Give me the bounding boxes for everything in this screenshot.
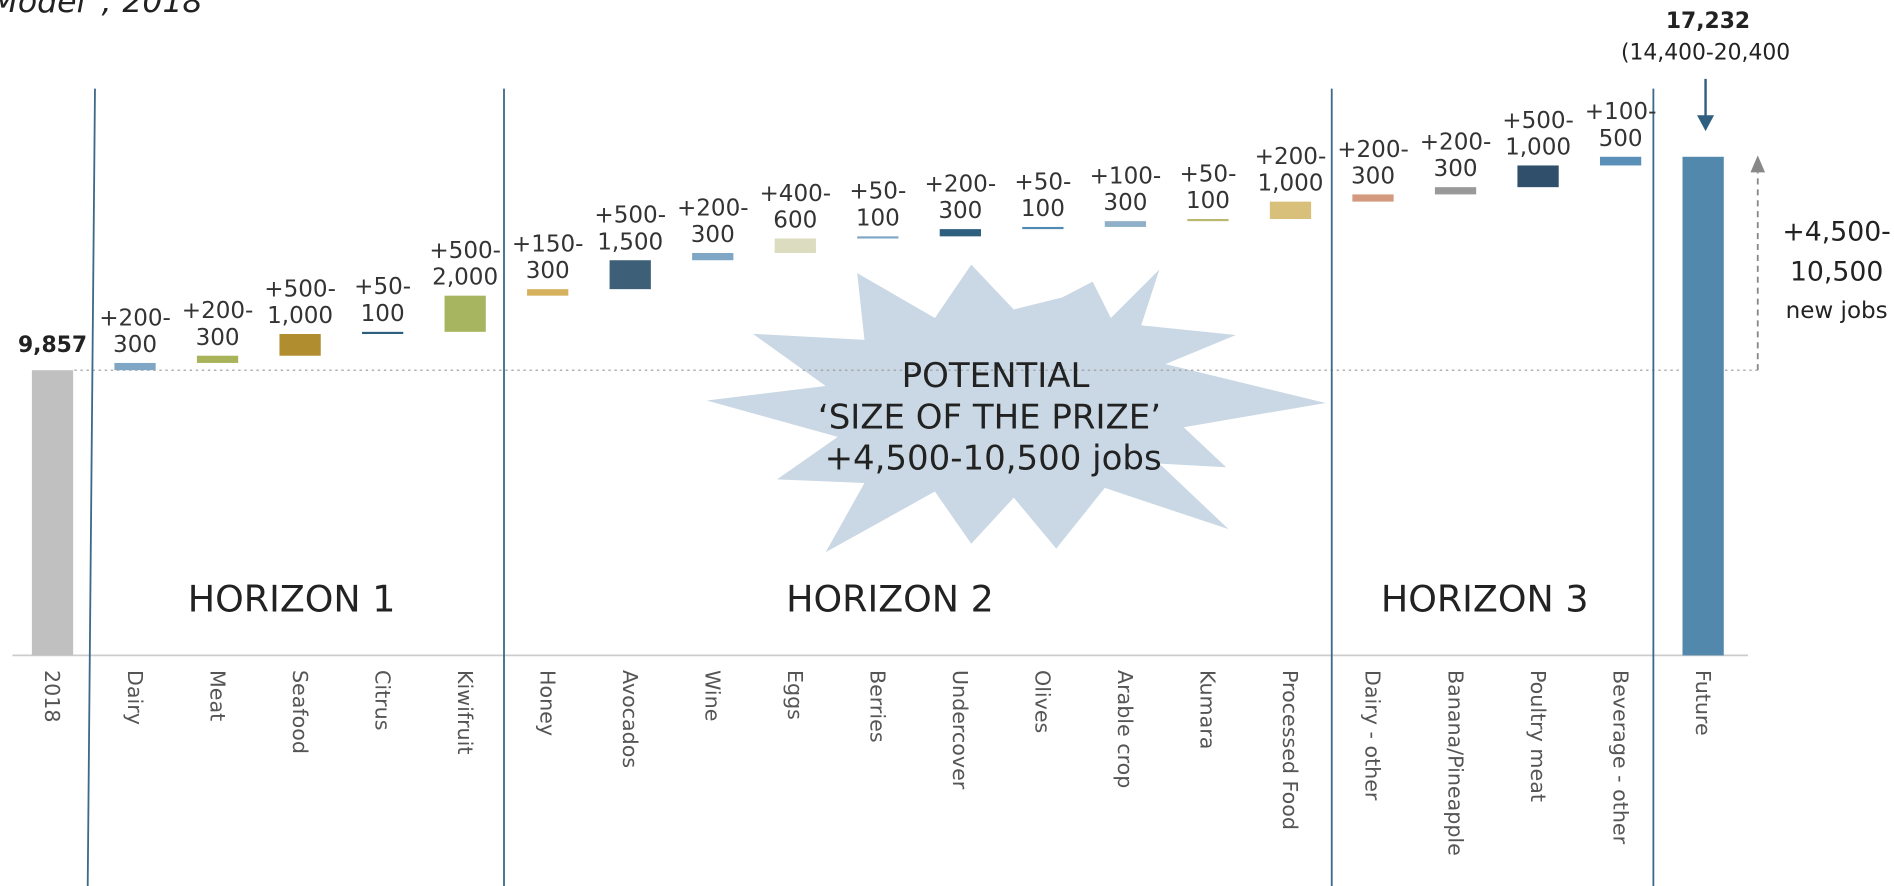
value-label: +100-500	[1585, 99, 1657, 152]
segment	[1104, 221, 1147, 227]
horizon-label: HORIZON 3	[1381, 578, 1589, 621]
divider	[86, 88, 96, 886]
value-label: +500-1,000	[1502, 108, 1574, 161]
category-label: Arable crop	[1113, 670, 1137, 788]
segment	[1187, 218, 1229, 222]
value-label: +200-1,000	[1255, 144, 1327, 197]
starburst	[706, 264, 1326, 553]
segment	[444, 295, 486, 332]
category-label: 2018	[40, 670, 64, 723]
value-label: +200-300	[99, 305, 171, 358]
category-label: Undercover	[948, 670, 972, 790]
arrow-head	[1697, 115, 1715, 132]
arrow-head	[1750, 155, 1766, 173]
value-label: +200-300	[182, 298, 254, 351]
segment	[1434, 187, 1477, 195]
start-label: 9,857	[18, 333, 87, 358]
value-label: +200-300	[1337, 137, 1409, 190]
category-label: Honey	[535, 670, 559, 736]
value-label: +500-1,500	[594, 203, 666, 256]
value-label: +150-300	[512, 232, 584, 285]
burst-text: +4,500-10,500 jobs	[825, 439, 1162, 479]
increase-label: new jobs	[1786, 298, 1888, 324]
category-label: Avocados	[618, 670, 642, 768]
category-label: Beverage - other	[1608, 670, 1632, 845]
value-label: +50-100	[1014, 169, 1071, 222]
total-bar	[1682, 156, 1724, 656]
segment	[1269, 201, 1312, 219]
increase-label: 10,500	[1790, 256, 1883, 287]
burst-text: POTENTIAL	[902, 356, 1090, 396]
future-range: (14,400-20,400	[1621, 40, 1790, 65]
chart-title: Model”; 2018	[0, 0, 203, 20]
value-label: +50-100	[1179, 161, 1236, 214]
segment	[1517, 165, 1559, 188]
segment	[857, 236, 899, 239]
category-label: Dairy	[123, 670, 147, 725]
value-label: +500-2,000	[429, 238, 501, 291]
horizon-label: HORIZON 2	[786, 578, 994, 621]
burst-text: ‘SIZE OF THE PRIZE’	[818, 397, 1161, 437]
category-label: Meat	[205, 670, 229, 721]
segment	[114, 362, 156, 371]
segment	[609, 260, 651, 290]
segment	[1599, 156, 1642, 166]
category-label: Dairy - other	[1361, 670, 1385, 801]
total-bar	[31, 370, 74, 656]
category-label: Berries	[866, 670, 890, 743]
segment	[361, 331, 404, 335]
category-label: Seafood	[288, 670, 312, 754]
value-label: +50-100	[849, 179, 906, 232]
category-label: Future	[1691, 670, 1715, 736]
horizon-label: HORIZON 1	[188, 578, 396, 621]
value-label: +200-300	[925, 171, 997, 224]
value-label: +50-100	[354, 274, 411, 327]
category-label: Processed Food	[1278, 670, 1302, 830]
value-label: +200-300	[1420, 130, 1492, 183]
category-label: Citrus	[370, 670, 394, 731]
category-label: Kiwifruit	[453, 670, 477, 754]
increase-label: +4,500-	[1782, 216, 1890, 247]
future-label: 17,232	[1666, 9, 1750, 34]
value-label: +400-600	[759, 181, 831, 234]
category-label: Wine	[700, 670, 724, 721]
value-label: +500-1,000	[264, 276, 336, 329]
value-label: +100-300	[1090, 164, 1162, 217]
segment	[692, 252, 734, 261]
segment	[939, 229, 981, 237]
segment	[196, 355, 239, 363]
category-label: Poultry meat	[1526, 670, 1550, 802]
segment	[527, 289, 569, 296]
segment	[774, 238, 816, 253]
category-label: Banana/Pineapple	[1443, 670, 1467, 856]
segment	[1022, 226, 1064, 230]
segment	[1352, 194, 1394, 202]
category-label: Olives	[1031, 670, 1055, 733]
category-label: Eggs	[783, 670, 807, 720]
category-label: Kumara	[1196, 670, 1220, 749]
value-label: +200-300	[677, 195, 749, 248]
segment	[279, 334, 321, 356]
